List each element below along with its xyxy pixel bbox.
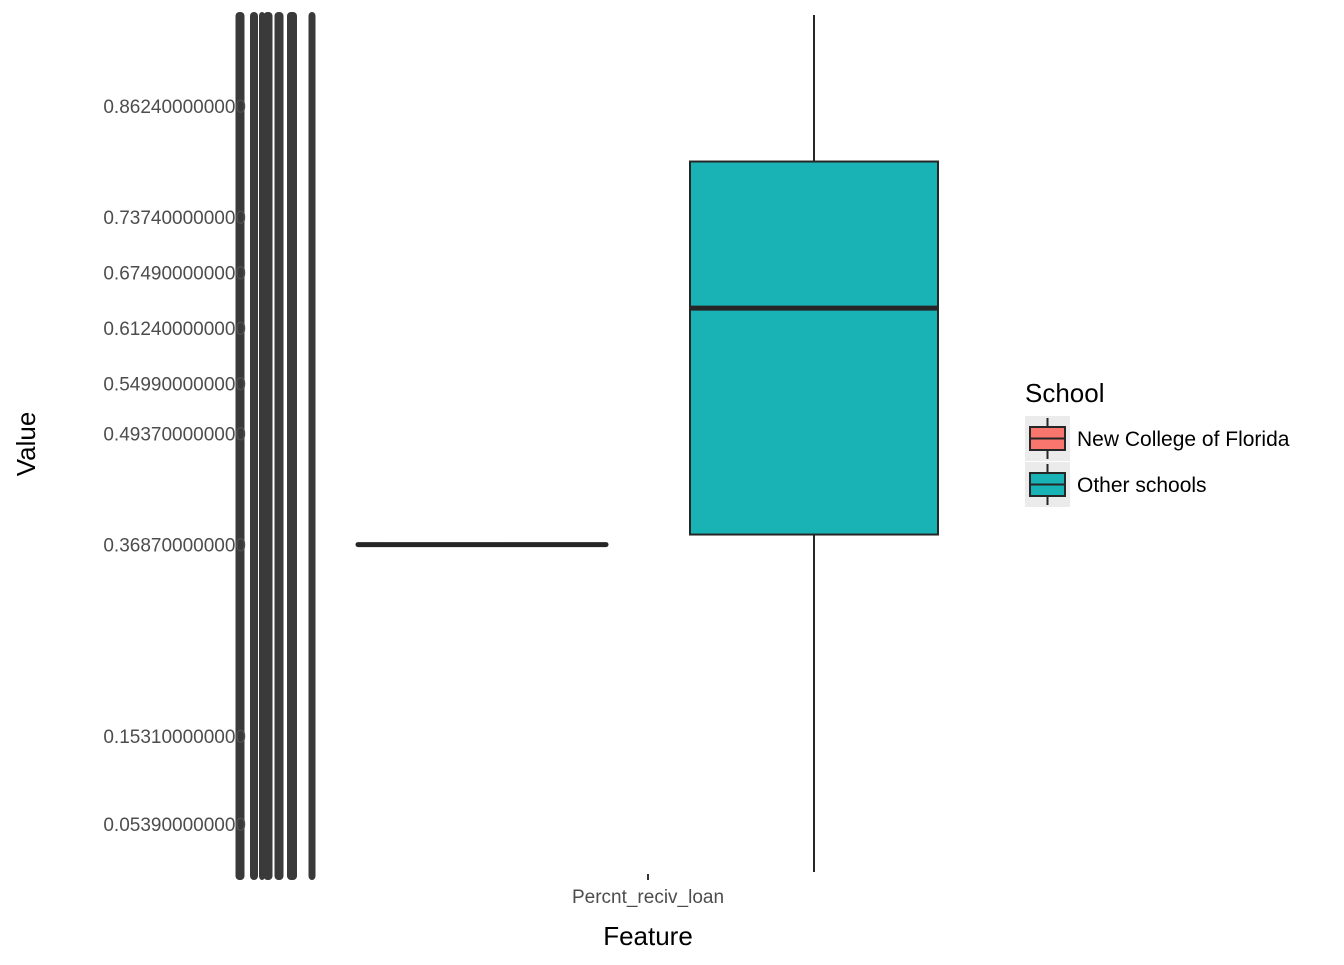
iqr-box bbox=[689, 160, 939, 536]
y-tick-label: 0.737400000000 bbox=[103, 208, 246, 229]
x-tick-label: Percnt_reciv_loan bbox=[572, 887, 724, 908]
y-axis-ticks: 0.862400000000 0.737400000000 0.6749000000… bbox=[103, 97, 246, 836]
tick-label-clutter-band bbox=[235, 12, 245, 880]
legend-key bbox=[1025, 462, 1070, 507]
tick-label-clutter-band bbox=[263, 12, 273, 880]
legend-label: New College of Florida bbox=[1077, 428, 1290, 451]
legend: School New College of Florida Other schoo… bbox=[1025, 378, 1290, 507]
y-tick-label: 0.549900000000 bbox=[103, 375, 246, 396]
y-tick-label: 0.153100000000 bbox=[103, 727, 246, 748]
overlapping-tick-clutter bbox=[235, 12, 316, 880]
legend-key bbox=[1025, 416, 1070, 461]
tick-label-clutter-band bbox=[250, 12, 258, 880]
box-other-schools bbox=[689, 15, 939, 872]
y-tick-label: 0.493700000000 bbox=[103, 425, 246, 446]
y-tick-label: 0.612400000000 bbox=[103, 319, 246, 340]
tick-label-clutter-band bbox=[287, 12, 297, 880]
x-axis-title: Feature bbox=[603, 921, 693, 951]
x-axis-ticks: Percnt_reciv_loan bbox=[572, 874, 724, 908]
y-tick-label: 0.862400000000 bbox=[103, 97, 246, 118]
boxes bbox=[355, 15, 939, 872]
y-axis-title: Value bbox=[11, 412, 41, 477]
tick-label-clutter-band bbox=[274, 12, 284, 880]
legend-label: Other schools bbox=[1077, 474, 1207, 497]
y-tick-label: 0.674900000000 bbox=[103, 264, 246, 285]
legend-title: School bbox=[1025, 378, 1105, 408]
y-tick-label: 0.053900000000 bbox=[103, 815, 246, 836]
tick-label-clutter-band bbox=[308, 12, 316, 880]
y-tick-label: 0.368700000000 bbox=[103, 536, 246, 557]
